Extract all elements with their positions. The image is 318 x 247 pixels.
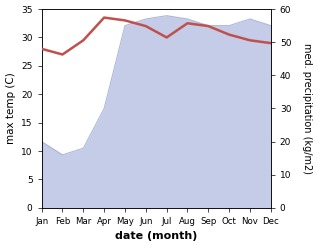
- Y-axis label: med. precipitation (kg/m2): med. precipitation (kg/m2): [302, 43, 313, 174]
- Y-axis label: max temp (C): max temp (C): [5, 73, 16, 144]
- X-axis label: date (month): date (month): [115, 231, 197, 242]
